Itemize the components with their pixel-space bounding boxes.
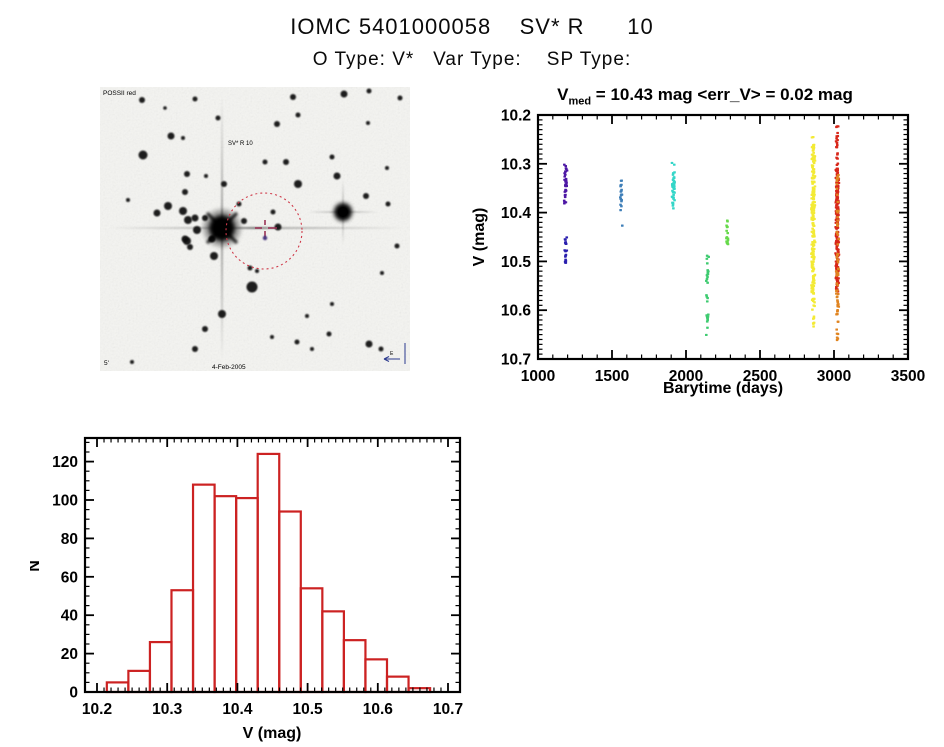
histogram-axes: 10.2 10.3 10.4 10.5 10.6 10.7 0 20 40 60 80 100 120 [52,436,463,718]
svg-text:10.3: 10.3 [152,701,183,718]
histogram-ylabel: N [30,560,43,572]
svg-text:40: 40 [61,608,78,625]
svg-text:10.5: 10.5 [293,701,324,718]
companion-bright-star [334,203,352,221]
bright-star [203,209,241,247]
page-subtitle: O Type: V* Var Type: SP Type: [312,49,632,70]
histogram-plot: 10.2 10.3 10.4 10.5 10.6 10.7020406080100120 … [30,436,463,742]
target-cross-marker [255,220,277,237]
vmed-value-text: = 10.43 mag <err_V> = 0.02 mag [591,85,853,104]
histogram-bars [105,452,432,694]
scale-label: 5' [104,360,109,367]
svg-text:0: 0 [69,685,78,702]
svg-text:10.6: 10.6 [501,303,532,320]
svg-text:10.7: 10.7 [433,701,463,718]
page-title: IOMC 5401000058 SV* R 10 [290,14,654,39]
svg-text:3000: 3000 [817,368,851,385]
lightcurve-title: Vmed = 10.43 mag <err_V> = 0.02 mag [470,85,940,107]
svg-text:1000: 1000 [521,368,555,385]
svg-text:2500: 2500 [743,368,777,385]
svg-text:10.4: 10.4 [501,205,532,222]
svg-text:10.4: 10.4 [222,701,253,718]
vmed-symbol: V [557,85,569,104]
svg-text:10.6: 10.6 [363,701,394,718]
plate-date-label: 4-Feb-2005 [212,364,246,371]
svg-text:10.2: 10.2 [82,701,112,718]
compass-east-label: E [390,351,394,357]
histogram-xlabel: V (mag) [243,725,302,742]
histogram-panel: 10.2 10.3 10.4 10.5 10.6 10.7 0 20 40 60 80 100 120 … [30,430,480,747]
svg-text:10.3: 10.3 [501,156,532,173]
lightcurve-plot: 1000 1500 2000 2500 3000 3500 10.2 10.3 10.4 10.5… [471,108,925,398]
svg-text:1500: 1500 [595,368,629,385]
svg-text:10.5: 10.5 [501,254,532,271]
field-stars [126,88,403,364]
svg-text:3500: 3500 [891,368,925,385]
svg-text:60: 60 [61,569,78,586]
lightcurve-ylabel: V (mag) [471,208,488,267]
lightcurve-points [562,125,841,342]
svg-text:2000: 2000 [669,368,703,385]
lightcurve-xlabel: Barytime (days) [663,380,783,397]
svg-text:80: 80 [61,531,78,548]
svg-text:10.7: 10.7 [501,352,531,369]
compass-indicator [383,343,406,364]
finding-chart: POSSII red SV* R 10 4-Feb-2005 5' E [100,87,410,371]
target-aperture-circle [225,192,303,270]
svg-text:120: 120 [52,454,78,471]
target-star-dot [262,235,268,241]
lightcurve-panel: Vmed = 10.43 mag <err_V> = 0.02 mag 1000… [470,84,940,416]
svg-text:100: 100 [52,493,78,510]
target-name-label: SV* R 10 [228,141,253,147]
vmed-subscript: med [568,95,592,108]
svg-text:10.2: 10.2 [501,108,531,125]
lightcurve-axes: 1000 1500 2000 2500 3000 3500 10.2 10.3 10.4 10.5… [501,108,925,386]
svg-text:20: 20 [61,646,78,663]
survey-label: POSSII red [103,90,136,97]
finding-chart-image: POSSII red SV* R 10 4-Feb-2005 5' E [100,87,410,371]
